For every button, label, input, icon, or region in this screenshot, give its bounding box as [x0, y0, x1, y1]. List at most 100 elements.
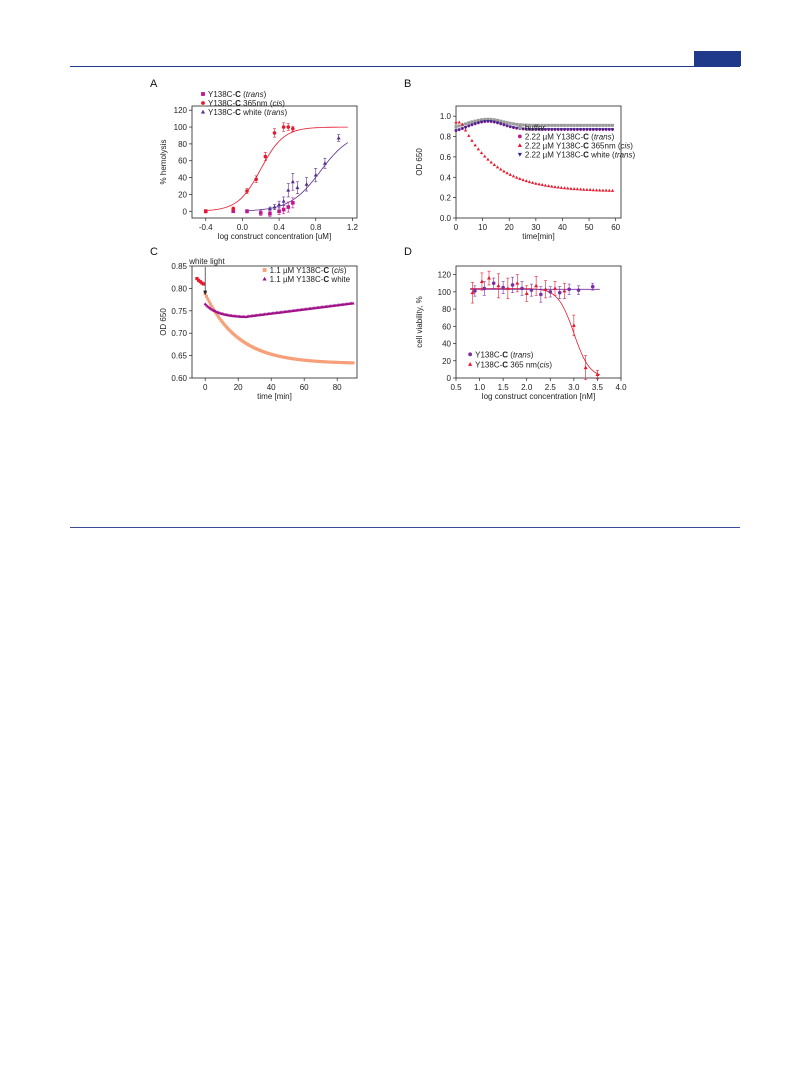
legend-entry: Y138C-C 365 nm(cis) — [475, 360, 552, 369]
legend-entry-part-2: 365nm ( — [589, 141, 621, 150]
data-point — [567, 287, 571, 292]
header-accent-tab — [694, 51, 741, 66]
data-point — [604, 188, 608, 192]
legend-entry-part-4: ) — [630, 141, 633, 150]
y-tick-label: 20 — [178, 190, 187, 199]
data-point — [291, 201, 295, 205]
legend-entry-part-1: C — [583, 132, 589, 141]
data-point — [556, 123, 560, 127]
data-point — [483, 120, 487, 124]
data-point — [583, 365, 588, 370]
data-point — [566, 123, 570, 127]
panel-letter-b: B — [404, 78, 412, 90]
x-tick-label: 20 — [505, 223, 514, 232]
data-point — [588, 188, 592, 192]
data-point — [480, 118, 484, 122]
legend-marker — [468, 352, 473, 357]
data-point — [575, 128, 580, 132]
data-point — [610, 128, 615, 132]
data-point — [502, 169, 506, 173]
data-point — [473, 119, 477, 123]
data-point — [582, 123, 586, 127]
legend-entry-part-3: trans — [594, 132, 612, 141]
legend-entry-part-3: cis — [621, 141, 631, 150]
data-point — [489, 120, 493, 124]
legend-entry-part-4: ) — [264, 90, 267, 99]
legend-entry-part-4: ) — [612, 132, 615, 141]
data-point — [482, 286, 487, 291]
x-tick-label: 80 — [333, 383, 342, 392]
plot-frame — [191, 265, 358, 379]
data-point — [598, 128, 602, 132]
data-point — [268, 211, 272, 216]
data-point — [492, 118, 496, 122]
data-point — [610, 188, 615, 192]
legend-marker — [468, 362, 473, 366]
x-tick-label: 0.4 — [274, 223, 286, 232]
data-point — [576, 288, 581, 292]
legend-entry-part-1: C — [235, 99, 241, 108]
data-point — [495, 165, 500, 169]
legend-marker — [262, 276, 267, 281]
x-tick-label: 50 — [585, 223, 594, 232]
data-point — [595, 123, 599, 127]
data-point — [197, 278, 201, 282]
x-axis-label: time [min] — [257, 392, 292, 401]
y-axis-label: % hemolysis — [159, 140, 168, 185]
data-point — [607, 188, 611, 192]
legend-entry-part-1: C — [235, 108, 241, 117]
legend-entry-part-0: Y138C- — [208, 108, 235, 117]
data-point — [556, 185, 560, 189]
x-tick-label: 20 — [234, 383, 243, 392]
data-point — [281, 125, 286, 129]
data-point — [559, 128, 564, 132]
data-point — [218, 317, 222, 321]
data-point — [530, 180, 535, 184]
data-point — [585, 128, 589, 132]
data-point — [521, 123, 525, 127]
data-point — [543, 287, 548, 291]
data-point — [546, 128, 551, 132]
data-point — [531, 123, 535, 127]
y-tick-label: 100 — [438, 288, 452, 297]
legend-entry: 2.22 µM Y138C-C 365nm (cis) — [525, 141, 633, 150]
legend-entry-part-4: ) — [531, 350, 534, 359]
annotation-arrow-head — [203, 290, 208, 296]
data-point — [351, 301, 355, 305]
data-point — [200, 281, 204, 285]
data-point — [563, 123, 567, 127]
legend-entry-part-0: Y138C- — [208, 90, 235, 99]
legend-entry-part-2: 365nm ( — [241, 99, 273, 108]
data-point — [491, 281, 496, 286]
legend-entry-part-4: ) — [282, 99, 285, 108]
y-tick-label: 80 — [442, 305, 451, 314]
legend-entry-part-2: 365 nm( — [508, 360, 540, 369]
data-point — [483, 154, 487, 158]
fit-curve — [246, 142, 349, 211]
data-point — [591, 128, 595, 132]
data-point — [295, 185, 300, 190]
data-point — [457, 124, 461, 128]
data-point — [492, 163, 496, 167]
data-point — [286, 205, 291, 209]
data-point — [505, 171, 509, 175]
header-rule — [70, 66, 740, 67]
data-point — [575, 123, 579, 127]
x-tick-label: 1.2 — [347, 223, 359, 232]
data-point — [203, 209, 208, 214]
data-point — [553, 286, 557, 290]
y-tick-label: 120 — [174, 106, 188, 115]
data-point — [537, 182, 541, 186]
legend-entry-part-1: C — [583, 150, 589, 159]
legend-marker — [517, 152, 522, 157]
data-point — [201, 282, 206, 286]
data-point — [562, 186, 567, 190]
data-point — [277, 209, 281, 214]
legend-entry-part-0: Y138C- — [208, 99, 235, 108]
y-tick-label: 0.4 — [440, 173, 452, 182]
data-point — [263, 154, 268, 159]
x-tick-label: 1.0 — [474, 383, 486, 392]
legend-entry-part-2: ( — [329, 266, 334, 275]
legend-entry-part-1: C — [323, 275, 329, 284]
data-point — [534, 181, 538, 185]
